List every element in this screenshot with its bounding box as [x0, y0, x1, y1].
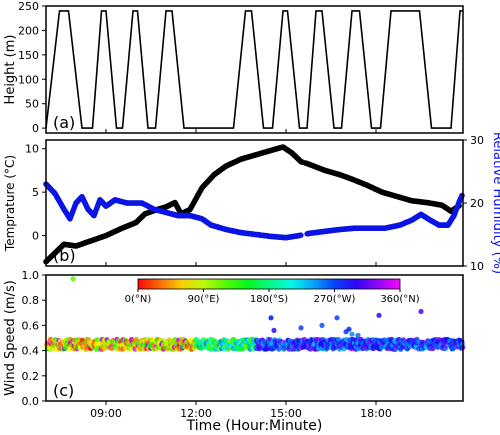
y2-tick-label: 10: [470, 260, 484, 273]
panel-a-frame: [45, 5, 464, 134]
y2-tick-label: 20: [470, 197, 484, 210]
wind-outlier-point: [70, 276, 76, 282]
wind-outlier-point: [349, 331, 355, 337]
height-line: [45, 10, 463, 129]
y-tick-label: 50: [25, 98, 39, 111]
wind-outlier-point: [334, 315, 340, 321]
panel-temperature-humidity: 0 5 10 10 20 30 Temprature (°C) Relative Humidi…: [3, 132, 500, 274]
colorbar-tick-label: 360(°N): [380, 294, 419, 305]
y2-axis-label: Relative Humidity (%): [490, 132, 500, 274]
panel-label: (b): [53, 246, 76, 265]
temperature-series: [43, 144, 462, 265]
humidity-point: [459, 192, 465, 199]
wind-outlier-point: [271, 327, 277, 333]
wind-outlier-point: [376, 312, 382, 318]
x-tick-label: 18:00: [360, 407, 392, 420]
y-tick-label: 250: [18, 0, 39, 13]
wind-outlier-point: [268, 315, 274, 321]
y-tick-label: 0.6: [22, 319, 40, 332]
y-tick-label: 1.0: [22, 269, 40, 282]
wind-outlier-point: [346, 326, 352, 332]
y-tick-label: 150: [18, 49, 39, 62]
wind-outlier-point: [355, 332, 361, 339]
panel-label: (c): [53, 381, 74, 400]
x-tick-label: 12:00: [180, 407, 212, 420]
y-tick-label: 0: [32, 122, 39, 135]
panel-c-frame: [45, 274, 464, 402]
y-axis-label: Wind Speed (m/s): [3, 280, 18, 396]
colorbar-tick-label: 270(°W): [314, 294, 356, 305]
y-axis-label: Height (m): [3, 35, 18, 105]
x-axis-label: Time (Hour:Minute): [186, 418, 323, 434]
y-tick-label: 10: [25, 143, 39, 156]
y-axis-label: Temprature (°C): [3, 155, 17, 252]
panel-height: 0 50 100 150 200 250 Height (m) (a): [3, 0, 464, 135]
y-tick-label: 100: [18, 73, 39, 86]
y-tick-label: 0.4: [22, 345, 40, 358]
humidity-point: [298, 232, 304, 238]
colorbar-tick-label: 0(°N): [125, 294, 152, 305]
y-tick-label: 5: [32, 186, 39, 199]
y-tick-label: 0: [32, 230, 39, 243]
y-tick-label: 0.0: [22, 395, 40, 408]
y-tick-label: 0.2: [22, 370, 40, 383]
wind-point: [430, 346, 436, 352]
y-tick-label: 200: [18, 24, 39, 37]
wind-outlier-point: [319, 322, 325, 328]
humidity-series: [43, 181, 465, 241]
x-tick-label: 15:00: [270, 407, 302, 420]
colorbar-tick-label: 180(°S): [250, 294, 288, 305]
y-tick-label: 0.8: [22, 294, 40, 307]
x-tick-label: 09:00: [90, 407, 122, 420]
wind-outlier-point: [418, 308, 424, 315]
panel-label: (a): [53, 113, 75, 132]
panel-b-frame: [45, 139, 464, 267]
colorbar: [137, 278, 401, 290]
y2-tick-label: 30: [470, 134, 484, 147]
wind-outlier-point: [298, 325, 304, 331]
panel-wind-speed: 0.0 0.2 0.4 0.6 0.8 1.0 0(°N) 90(°E) 180(°S) 270(…: [3, 269, 466, 434]
colorbar-tick-label: 90(°E): [188, 294, 220, 305]
